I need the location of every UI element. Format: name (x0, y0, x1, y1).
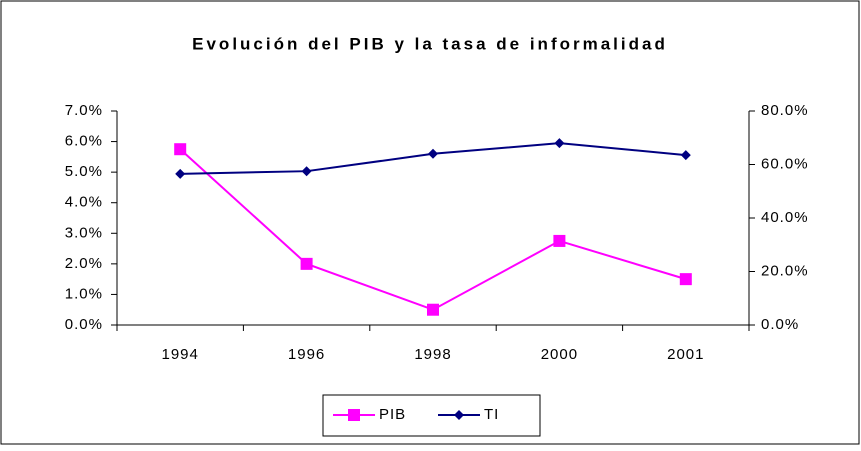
marker (427, 303, 439, 316)
x-tick-label: 1994 (162, 346, 199, 363)
x-tick-label: 1996 (288, 346, 325, 363)
marker (175, 168, 186, 179)
marker (174, 143, 187, 156)
marker (454, 410, 464, 420)
y-tick-label: 7.0% (65, 102, 103, 119)
marker (554, 138, 565, 149)
y2-tick-label: 60.0% (761, 155, 809, 172)
chart-title: Evolución del PIB y la tasa de informali… (192, 34, 668, 53)
x-tick-label: 2001 (667, 346, 704, 363)
legend-label: PIB (379, 406, 406, 423)
y-tick-label: 6.0% (65, 133, 103, 150)
y-tick-label: 0.0% (65, 316, 103, 333)
marker (553, 234, 566, 247)
y-tick-label: 3.0% (65, 224, 103, 241)
marker (348, 409, 360, 421)
y-tick-label: 2.0% (65, 255, 103, 272)
marker (679, 273, 692, 286)
x-tick-label: 1998 (414, 346, 451, 363)
marker (301, 166, 312, 177)
marker (680, 150, 691, 161)
x-tick-label: 2000 (541, 346, 578, 363)
y2-tick-label: 0.0% (761, 316, 799, 333)
marker (300, 257, 313, 270)
y-tick-label: 4.0% (65, 194, 103, 211)
y-tick-label: 1.0% (65, 285, 103, 302)
y2-tick-label: 20.0% (761, 262, 809, 279)
y2-tick-label: 40.0% (761, 209, 809, 226)
y2-tick-label: 80.0% (761, 102, 809, 119)
marker (428, 148, 438, 159)
y-tick-label: 5.0% (65, 163, 103, 180)
legend-label: TI (484, 406, 499, 423)
